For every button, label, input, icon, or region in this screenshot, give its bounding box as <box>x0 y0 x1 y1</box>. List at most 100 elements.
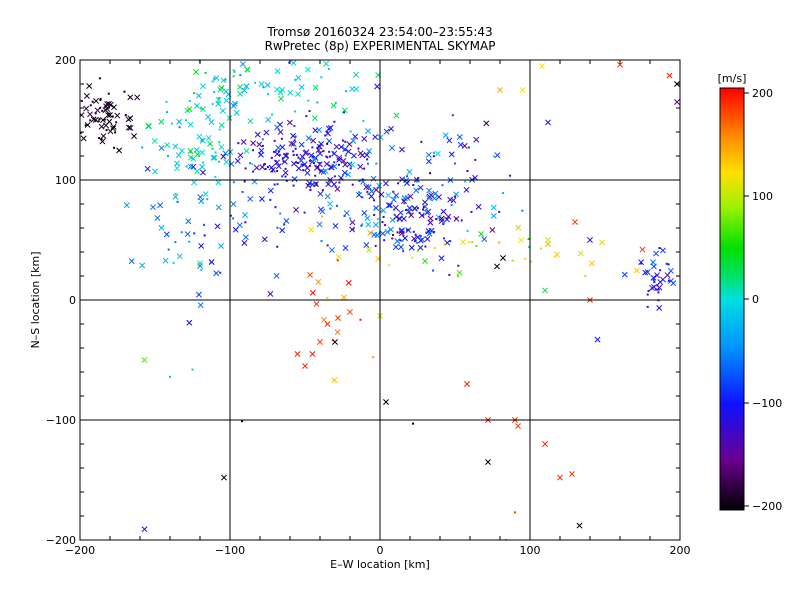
x-tick-label: 100 <box>520 544 541 557</box>
data-point-dot <box>308 159 311 162</box>
data-point-dot <box>338 181 341 184</box>
data-point-cross <box>174 160 180 167</box>
data-point-cross <box>345 279 352 286</box>
data-point-cross <box>405 208 412 215</box>
data-point-dot <box>316 56 318 58</box>
data-point-cross <box>152 168 159 175</box>
data-point-cross <box>127 115 134 122</box>
data-point-cross <box>127 124 134 131</box>
data-point-dot <box>448 273 451 276</box>
data-point-dot <box>372 356 375 359</box>
data-point-cross <box>214 223 221 230</box>
data-point-dot <box>422 206 425 209</box>
data-point-cross <box>365 184 372 191</box>
data-point-cross <box>154 215 161 221</box>
data-point-dot <box>432 269 435 272</box>
data-point-cross <box>459 239 466 245</box>
colorbar: [m/s] 200 100 0 −100 −200 <box>718 72 783 513</box>
data-point-dot <box>328 155 331 158</box>
data-point-cross <box>434 150 441 157</box>
data-point-cross <box>110 123 117 130</box>
colorbar-label: [m/s] <box>718 72 747 85</box>
data-point-cross <box>172 193 179 200</box>
data-point-cross <box>210 154 217 161</box>
data-point-dot <box>682 264 684 266</box>
data-point-dot <box>212 77 215 80</box>
data-point-dot <box>665 262 668 265</box>
data-point-dot <box>80 131 83 134</box>
data-point-cross <box>545 237 551 243</box>
data-point-cross <box>187 154 194 161</box>
data-point-dot <box>275 149 278 152</box>
data-point-cross <box>330 102 337 109</box>
data-point-dot <box>203 223 206 226</box>
data-point-cross <box>100 133 107 140</box>
data-point-cross <box>290 60 297 66</box>
y-tick-label: 100 <box>55 174 76 187</box>
data-point-cross <box>345 171 352 178</box>
data-point-dot <box>218 141 221 144</box>
data-point-cross <box>87 111 93 118</box>
data-point-dot <box>432 155 435 158</box>
data-point-dot <box>309 188 312 191</box>
chart-title: Tromsø 20160324 23:54:00–23:55:43 RwPret… <box>265 25 496 53</box>
data-point-dot <box>349 130 352 133</box>
data-point-cross <box>656 304 663 311</box>
data-point-cross <box>305 135 312 142</box>
data-point-cross <box>236 222 243 229</box>
data-point-dot <box>451 114 454 117</box>
data-point-cross <box>664 272 671 279</box>
data-point-cross <box>92 116 99 123</box>
data-point-dot <box>241 420 243 423</box>
data-point-cross <box>349 219 356 226</box>
data-point-cross <box>542 287 548 294</box>
data-point-dot <box>322 150 325 153</box>
data-point-cross <box>221 474 227 481</box>
data-point-dot <box>294 78 297 81</box>
data-point-cross <box>222 150 229 157</box>
data-point-cross <box>223 88 230 95</box>
data-point-cross <box>242 212 248 218</box>
data-point-dot <box>420 140 423 143</box>
data-point-dot <box>307 99 310 102</box>
data-point-cross <box>123 202 130 209</box>
data-point-dot <box>264 168 267 171</box>
data-point-dot <box>113 146 116 149</box>
data-point-cross <box>335 253 342 260</box>
data-point-dot <box>274 159 277 162</box>
data-point-cross <box>139 262 146 269</box>
data-point-cross <box>331 163 338 170</box>
data-point-cross <box>347 309 353 315</box>
data-point-dot <box>388 264 391 267</box>
chart-title-line: Tromsø 20160324 23:54:00–23:55:43 <box>266 25 492 39</box>
data-point-cross <box>380 207 387 214</box>
data-point-dot <box>239 74 242 77</box>
data-point-dot <box>655 288 658 291</box>
data-point-cross <box>335 315 341 321</box>
data-point-cross <box>274 124 281 131</box>
data-point-cross <box>243 83 250 90</box>
data-point-dot <box>352 228 355 231</box>
data-point-dot <box>321 189 324 192</box>
data-point-cross <box>461 142 468 149</box>
data-point-cross <box>264 81 271 88</box>
data-point-cross <box>644 269 651 276</box>
data-point-dot <box>80 99 83 102</box>
data-point-dot <box>471 241 474 244</box>
data-point-cross <box>518 237 525 244</box>
data-point-dot <box>392 190 395 193</box>
data-point-dot <box>332 151 335 154</box>
data-point-cross <box>162 257 169 264</box>
data-point-dot <box>690 281 692 283</box>
data-point-dot <box>416 207 419 210</box>
data-point-dot <box>263 162 266 165</box>
data-point-cross <box>226 115 233 122</box>
data-point-dot <box>315 183 318 186</box>
data-point-cross <box>324 130 331 137</box>
data-point-cross <box>309 289 316 296</box>
data-point-dot <box>296 161 299 164</box>
data-point-cross <box>338 144 345 150</box>
data-point-cross <box>383 399 389 405</box>
data-point-cross <box>326 138 333 145</box>
